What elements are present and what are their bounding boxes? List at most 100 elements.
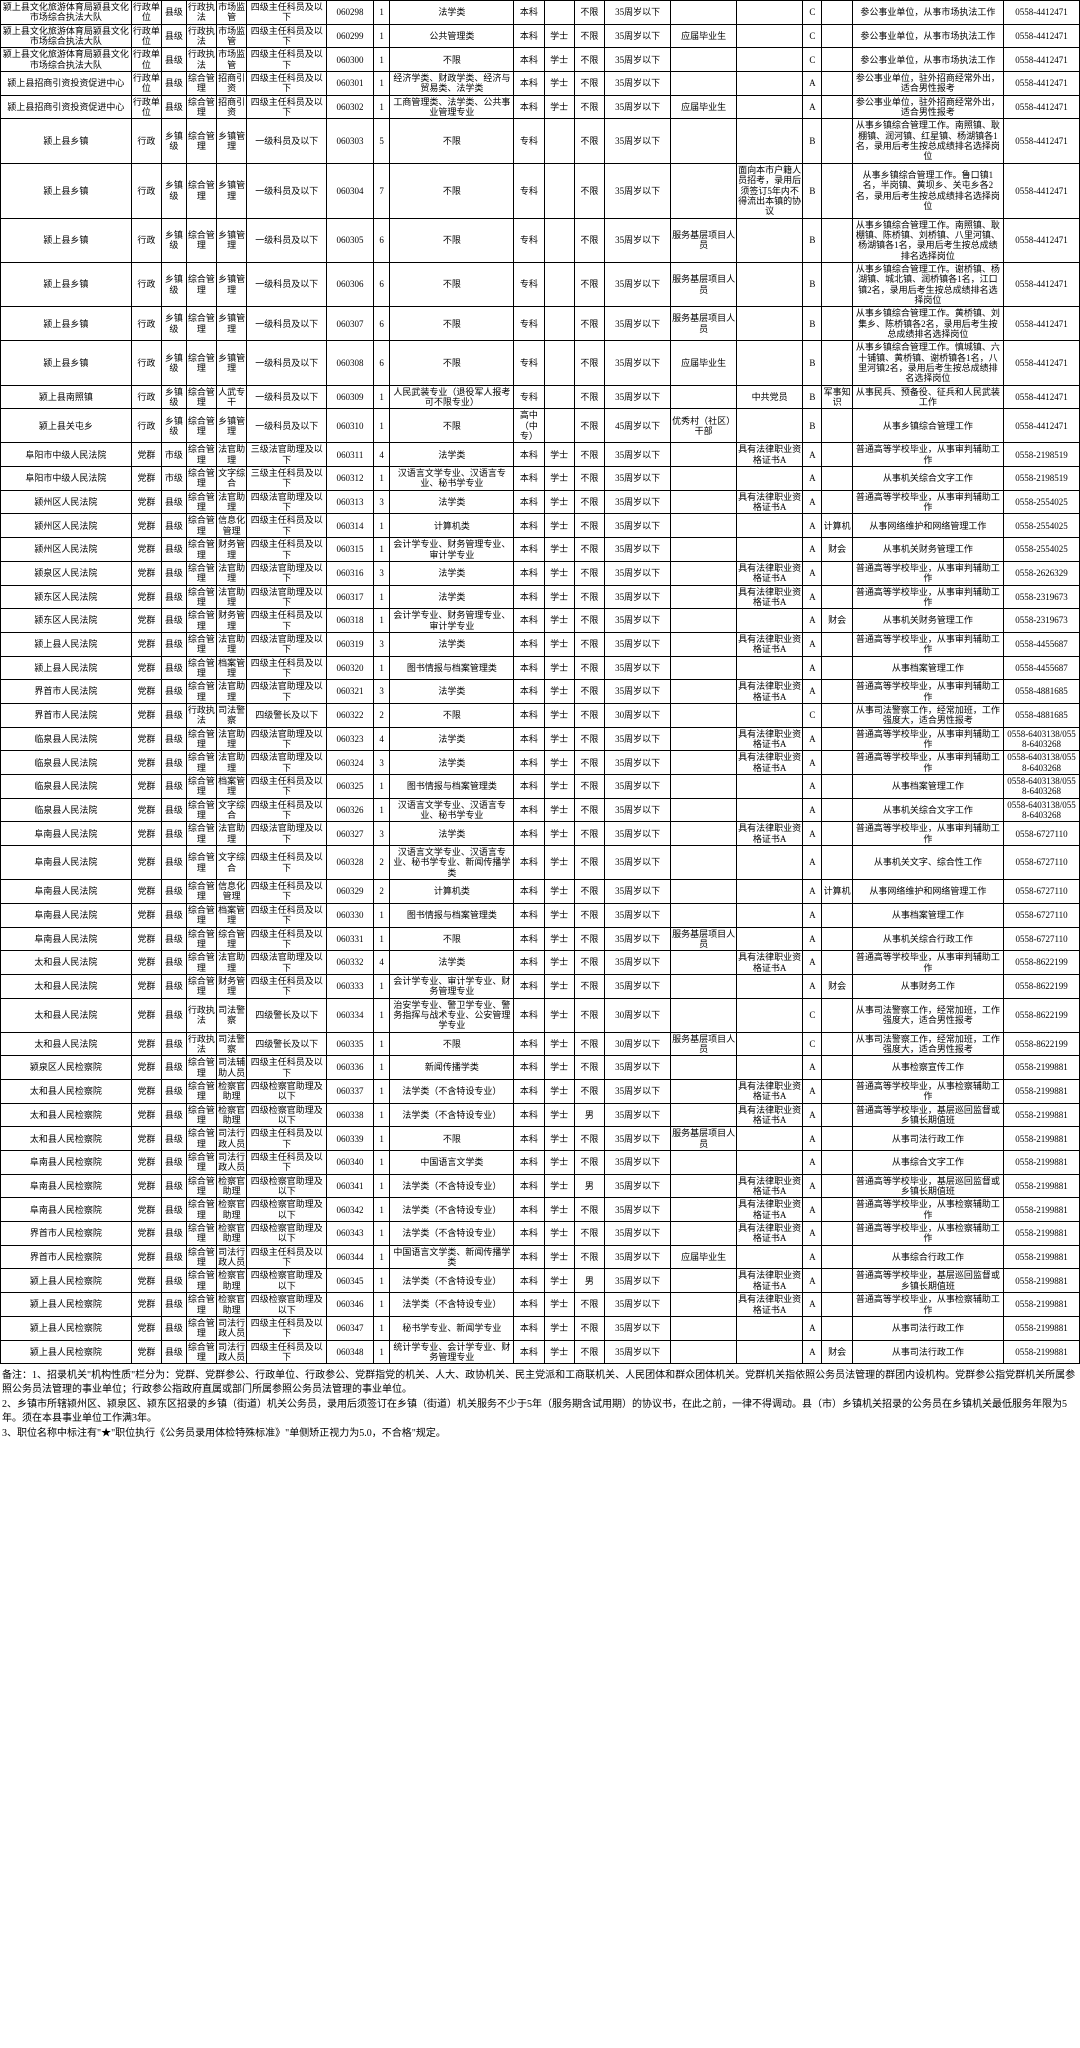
cell: 060334 [327, 998, 374, 1032]
cell [822, 72, 852, 96]
cell: 1 [373, 1269, 390, 1293]
cell: 颍州区人民法院 [1, 490, 132, 514]
cell: 不限 [574, 1079, 604, 1103]
cell: 综合管理 [186, 218, 216, 262]
cell: 计算机类 [390, 880, 514, 904]
cell [822, 1, 852, 25]
cell [822, 561, 852, 585]
cell: 从事民兵、预备役、征兵和人民武装工作 [852, 385, 1003, 409]
cell: 学士 [544, 775, 574, 799]
cell: 不限 [574, 703, 604, 727]
cell [671, 632, 737, 656]
cell: 35周岁以下 [605, 561, 671, 585]
cell: 本科 [514, 1056, 544, 1080]
cell: 四级检察官助理及以下 [247, 1198, 327, 1222]
cell: 35周岁以下 [605, 1269, 671, 1293]
cell: 0558-6727110 [1004, 822, 1080, 846]
cell: 县级 [162, 998, 187, 1032]
cell: 不限 [390, 409, 514, 443]
table-row: 阜南县人民法院党群县级综合管理法官助理四级法官助理及以下0603273法学类本科… [1, 822, 1080, 846]
cell: 0558-2319673 [1004, 585, 1080, 609]
cell: 人民武装专业（退役军人报考可不限专业） [390, 385, 514, 409]
cell: 不限 [574, 262, 604, 306]
cell: 0558-8622199 [1004, 951, 1080, 975]
cell [671, 1079, 737, 1103]
cell: 汉语言文学专业、汉语言专业、秘书学专业、新闻传播学类 [390, 846, 514, 880]
cell: 060325 [327, 775, 374, 799]
cell: 县级 [162, 751, 187, 775]
cell: 35周岁以下 [605, 751, 671, 775]
cell: 学士 [544, 1103, 574, 1127]
cell: 30周岁以下 [605, 1032, 671, 1056]
cell [737, 409, 803, 443]
cell: 乡镇级 [162, 218, 187, 262]
cell: 综合管理 [186, 1198, 216, 1222]
cell: 1 [373, 409, 390, 443]
cell: 综合管理 [186, 951, 216, 975]
cell [737, 998, 803, 1032]
cell [737, 95, 803, 119]
cell: 秘书学专业、新闻学专业 [390, 1316, 514, 1340]
cell: 060332 [327, 951, 374, 975]
cell: 普通高等学校毕业，从事审判辅助工作 [852, 632, 1003, 656]
cell: 行政 [131, 218, 161, 262]
cell [671, 656, 737, 680]
cell: 党群 [131, 680, 161, 704]
cell: 不限 [574, 514, 604, 538]
cell: 档案管理 [217, 903, 247, 927]
cell [737, 1127, 803, 1151]
table-row: 颍州区人民法院党群县级综合管理信息化管理四级主任科员及以下0603141计算机类… [1, 514, 1080, 538]
cell: 4 [373, 443, 390, 467]
cell: 从事档案管理工作 [852, 903, 1003, 927]
cell: 司法行政人员 [217, 1127, 247, 1151]
cell: 具有法律职业资格证书A [737, 632, 803, 656]
cell: 界首市人民检察院 [1, 1222, 132, 1246]
cell: 35周岁以下 [605, 846, 671, 880]
cell: 县级 [162, 1079, 187, 1103]
cell [737, 24, 803, 48]
cell: 综合管理 [186, 490, 216, 514]
cell: 县级 [162, 95, 187, 119]
cell: 0558-2198519 [1004, 443, 1080, 467]
cell: 四级警长及以下 [247, 998, 327, 1032]
cell: 县级 [162, 609, 187, 633]
cell: 1 [373, 1103, 390, 1127]
cell: 具有法律职业资格证书A [737, 1079, 803, 1103]
cell: 不限 [574, 163, 604, 218]
cell: 法官助理 [217, 561, 247, 585]
table-row: 太和县人民检察院党群县级综合管理检察官助理四级检察官助理及以下0603371法学… [1, 1079, 1080, 1103]
cell: 临泉县人民法院 [1, 775, 132, 799]
cell: 四级检察官助理及以下 [247, 1293, 327, 1317]
cell [671, 385, 737, 409]
cell: 060330 [327, 903, 374, 927]
cell: 法官助理 [217, 585, 247, 609]
cell: 县级 [162, 48, 187, 72]
cell: 党群 [131, 775, 161, 799]
cell [822, 927, 852, 951]
cell: 服务基层项目人员 [671, 262, 737, 306]
cell: 学士 [544, 490, 574, 514]
cell: 不限 [390, 1032, 514, 1056]
cell: 行政 [131, 262, 161, 306]
cell: 060329 [327, 880, 374, 904]
cell: 1 [373, 514, 390, 538]
cell: 党群 [131, 1198, 161, 1222]
cell [671, 119, 737, 163]
cell: 行政 [131, 163, 161, 218]
cell [671, 775, 737, 799]
cell: 四级主任科员及以下 [247, 1056, 327, 1080]
cell [822, 585, 852, 609]
cell [671, 846, 737, 880]
cell [822, 798, 852, 822]
cell: 1 [373, 1245, 390, 1269]
cell: A [803, 1340, 822, 1364]
cell: 乡镇级 [162, 307, 187, 341]
cell: 35周岁以下 [605, 1174, 671, 1198]
cell: 0558-2199881 [1004, 1293, 1080, 1317]
cell: 参公事业单位，从事市场执法工作 [852, 1, 1003, 25]
cell: 颍泉区人民检察院 [1, 1056, 132, 1080]
cell: 从事乡镇综合管理工作。南照镇、耿棚镇、润河镇、红星镇、杨湖镇各1名，录用后考生按… [852, 119, 1003, 163]
recruitment-table: 颍上县文化旅游体育局颍县文化市场综合执法大队行政单位县级行政执法市场监管四级主任… [0, 0, 1080, 1364]
cell: 行政执法 [186, 48, 216, 72]
table-row: 颍上县乡镇行政乡镇级综合管理乡镇管理一级科员及以下0603035不限专科不限35… [1, 119, 1080, 163]
